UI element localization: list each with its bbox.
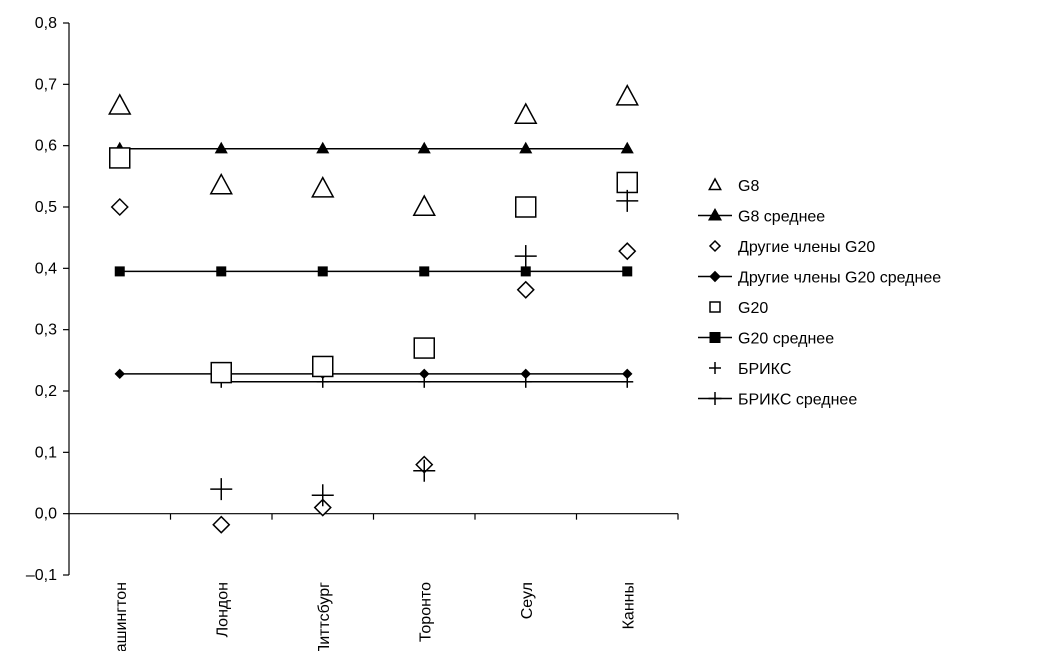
data-point bbox=[311, 484, 334, 507]
legend-entry: G20 bbox=[709, 300, 768, 317]
mean-point bbox=[419, 266, 430, 277]
x-tick-label: Сеул bbox=[519, 582, 536, 619]
series-Другие члены G20 bbox=[110, 197, 637, 534]
legend-entry: G8 среднее bbox=[698, 207, 825, 226]
series-G8 среднее bbox=[113, 141, 634, 154]
data-point bbox=[108, 93, 132, 115]
legend-marker bbox=[708, 239, 722, 253]
legend-entry: БРИКС среднее bbox=[698, 392, 857, 409]
mean-point bbox=[316, 141, 330, 154]
series-G20 среднее bbox=[114, 266, 633, 277]
legend-entry: G20 среднее bbox=[698, 331, 834, 348]
legend-entry: БРИКС bbox=[709, 361, 791, 378]
data-point bbox=[413, 459, 436, 482]
data-point bbox=[616, 189, 639, 212]
data-point bbox=[110, 197, 129, 217]
mean-point bbox=[216, 266, 227, 277]
mean-point bbox=[316, 375, 329, 388]
legend-label: Другие члены G20 bbox=[738, 239, 875, 256]
legend-marker bbox=[709, 301, 721, 313]
data-point bbox=[209, 172, 233, 195]
x-tick-label: Питтсбург bbox=[316, 582, 333, 651]
data-point bbox=[312, 355, 334, 378]
y-tick-label: 0,0 bbox=[35, 506, 57, 523]
legend-entry: Другие члены G20 bbox=[708, 239, 875, 256]
series-БРИКС среднее bbox=[215, 375, 634, 388]
y-tick-label: 0,3 bbox=[35, 322, 57, 339]
y-tick-label: 0,7 bbox=[35, 76, 57, 93]
data-point bbox=[311, 176, 335, 198]
legend-marker bbox=[709, 362, 721, 374]
legend-label: Другие члены G20 среднее bbox=[738, 270, 941, 287]
mean-point bbox=[622, 266, 633, 277]
series-Другие члены G20 среднее bbox=[114, 368, 633, 380]
x-tick-label: Лондон bbox=[214, 582, 231, 637]
y-tick-label: 0,2 bbox=[35, 383, 57, 400]
mean-point bbox=[620, 141, 634, 154]
y-tick-label: 0,1 bbox=[35, 444, 57, 461]
legend-label: G8 среднее bbox=[738, 209, 825, 226]
x-tick-label: Вашингтон bbox=[113, 582, 130, 651]
legend-entry: Другие члены G20 среднее bbox=[698, 270, 941, 287]
x-tick-label: Торонто bbox=[417, 582, 434, 642]
legend-label: G20 среднее bbox=[738, 331, 834, 348]
y-tick-label: 0,6 bbox=[35, 138, 57, 155]
legend-label: БРИКС среднее bbox=[738, 392, 857, 409]
mean-point bbox=[417, 141, 431, 154]
data-point bbox=[210, 361, 232, 384]
data-point bbox=[514, 102, 538, 124]
axes: 0,8 0,7 0,6 0,5 0,4 0,3 0,2 0,1 0,0 –0,1 Вашингтон… bbox=[26, 15, 679, 651]
data-point bbox=[212, 515, 231, 534]
data-point bbox=[109, 147, 131, 169]
mean-point bbox=[317, 266, 328, 277]
legend-marker bbox=[709, 332, 721, 343]
legend-marker bbox=[708, 392, 722, 405]
series-БРИКС bbox=[210, 189, 639, 507]
data-point bbox=[413, 337, 435, 359]
series-G8 bbox=[108, 84, 639, 216]
data-point bbox=[210, 478, 233, 501]
legend-marker bbox=[707, 207, 723, 221]
data-point bbox=[615, 84, 639, 106]
mean-point bbox=[418, 375, 431, 388]
mean-point bbox=[114, 368, 125, 380]
legend-entry: G8 bbox=[708, 177, 759, 195]
legend-marker bbox=[708, 177, 722, 191]
mean-point bbox=[520, 266, 531, 277]
data-point bbox=[515, 196, 537, 218]
data-point bbox=[618, 242, 637, 261]
mean-point bbox=[519, 375, 532, 388]
y-tick-label: 0,4 bbox=[35, 260, 57, 277]
legend-marker bbox=[709, 270, 721, 283]
legend-label: G8 bbox=[738, 178, 759, 195]
data-point bbox=[616, 171, 638, 194]
legend-label: G20 bbox=[738, 300, 768, 317]
legend-label: БРИКС bbox=[738, 361, 791, 378]
series-G20 bbox=[109, 147, 638, 384]
x-tick-label: Канны bbox=[620, 582, 637, 629]
y-tick-label: –0,1 bbox=[26, 567, 57, 584]
y-tick-label: 0,5 bbox=[35, 199, 57, 216]
mean-point bbox=[214, 141, 228, 154]
mean-point bbox=[519, 141, 533, 154]
legend: G8 G8 среднее Другие члены G20 Другие члены… bbox=[698, 177, 941, 409]
mean-point bbox=[114, 266, 125, 277]
mean-point bbox=[621, 375, 634, 388]
y-tick-label: 0,8 bbox=[35, 15, 57, 32]
data-point bbox=[412, 194, 436, 216]
data-point bbox=[516, 280, 535, 299]
data-point bbox=[514, 245, 537, 268]
data-point bbox=[313, 498, 332, 517]
series-layer bbox=[108, 84, 639, 534]
